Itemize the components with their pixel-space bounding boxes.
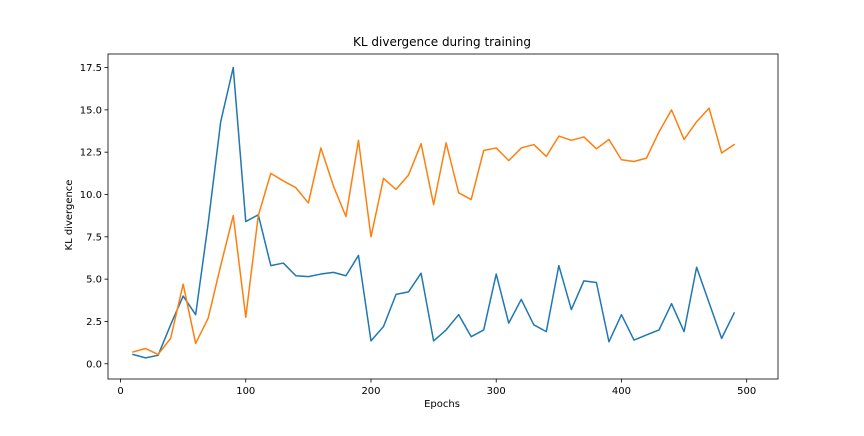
- series-line-2: [132, 107, 736, 356]
- chart-title: KL divergence during training: [353, 35, 531, 49]
- y-tick-label: 0.0: [86, 359, 102, 370]
- y-tick-label: 15.0: [80, 105, 102, 116]
- x-tick-label: 400: [612, 386, 631, 397]
- y-tick-label: 2.5: [86, 317, 102, 328]
- y-tick-label: 17.5: [80, 63, 102, 74]
- y-tick-label: 7.5: [86, 232, 102, 243]
- x-tick-label: 200: [361, 386, 380, 397]
- x-tick-label: 500: [737, 386, 756, 397]
- y-axis-label: KL divergence: [64, 180, 75, 251]
- x-tick-label: 100: [236, 386, 255, 397]
- y-tick-label: 12.5: [80, 148, 102, 159]
- axes-frame: [107, 53, 779, 380]
- x-tick-label: 300: [487, 386, 506, 397]
- x-tick-label: 0: [117, 386, 123, 397]
- y-tick-label: 10.0: [80, 190, 102, 201]
- series-line-1: [132, 66, 736, 359]
- plot-area: 0 100 200 300 400 500 0.0 2.5 5.0 7.5 10.0 12.5 15.0…: [80, 53, 779, 397]
- y-tick-label: 5.0: [86, 275, 102, 286]
- x-axis-label: Epochs: [424, 399, 460, 410]
